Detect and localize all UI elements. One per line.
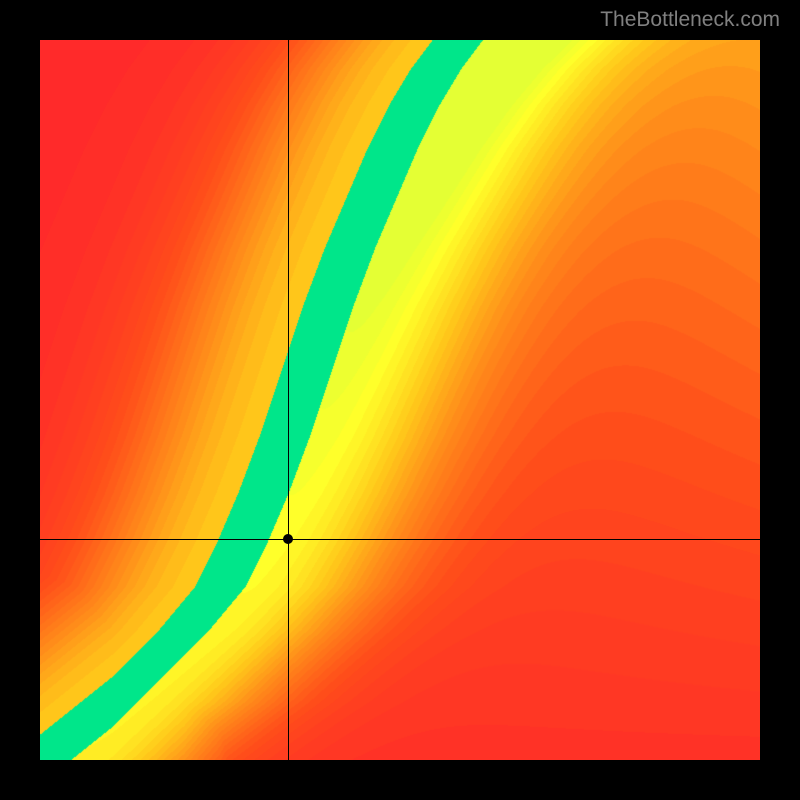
crosshair-horizontal bbox=[40, 539, 760, 540]
plot-area bbox=[40, 40, 760, 760]
chart-container: TheBottleneck.com bbox=[0, 0, 800, 800]
crosshair-vertical bbox=[288, 40, 289, 760]
heatmap-canvas bbox=[40, 40, 760, 760]
watermark-text: TheBottleneck.com bbox=[600, 8, 780, 32]
marker-dot bbox=[283, 534, 293, 544]
